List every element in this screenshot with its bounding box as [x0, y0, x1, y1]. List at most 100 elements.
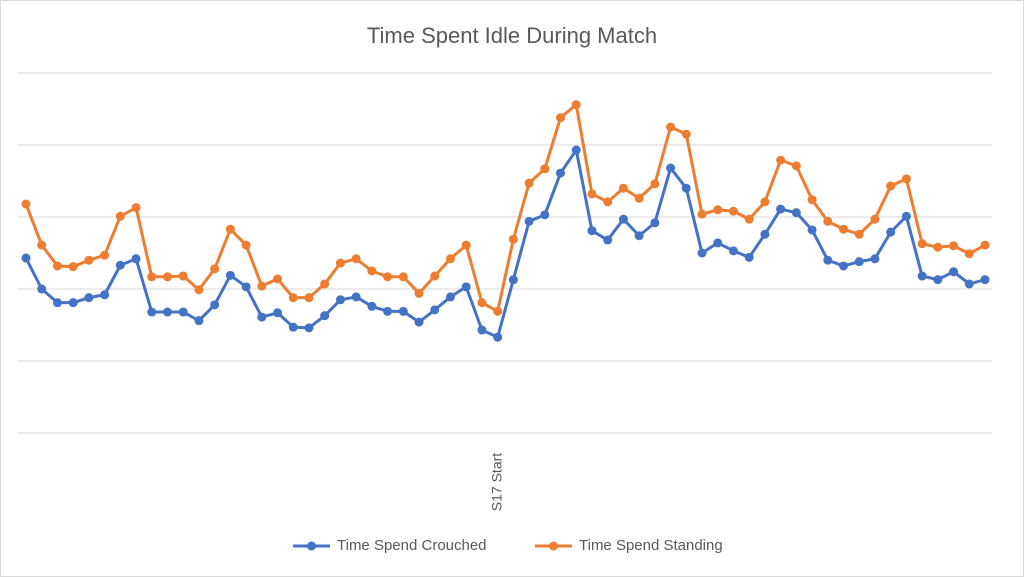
point [178, 307, 188, 317]
point [445, 254, 455, 264]
point [917, 271, 927, 281]
point [603, 235, 613, 245]
legend-marker [307, 541, 316, 551]
point [100, 290, 110, 300]
point [524, 216, 534, 226]
point [84, 293, 94, 303]
point [571, 100, 581, 110]
point [556, 168, 566, 178]
point [320, 279, 330, 289]
point [304, 323, 314, 333]
point [52, 261, 62, 271]
point [304, 293, 314, 303]
point [383, 272, 393, 282]
point [414, 288, 424, 298]
point [556, 113, 566, 123]
point [901, 174, 911, 184]
point [68, 298, 78, 308]
point [587, 189, 597, 199]
point [713, 238, 723, 248]
point [760, 229, 770, 239]
point [823, 216, 833, 226]
point [839, 224, 849, 234]
x-tick-label: S17 Start [488, 453, 504, 511]
point [430, 305, 440, 315]
point [398, 306, 408, 316]
point [728, 246, 738, 256]
point [964, 279, 974, 289]
point [681, 183, 691, 193]
point [335, 258, 345, 268]
point [241, 282, 251, 292]
point [37, 240, 47, 250]
point [791, 161, 801, 171]
point [398, 272, 408, 282]
point [21, 199, 31, 209]
point [100, 250, 110, 260]
point [461, 240, 471, 250]
point [933, 275, 943, 285]
point [225, 270, 235, 280]
point [697, 248, 707, 258]
point [367, 301, 377, 311]
point [603, 197, 613, 207]
point [666, 122, 676, 132]
point [807, 225, 817, 235]
point [933, 242, 943, 252]
point [964, 249, 974, 259]
point [681, 129, 691, 139]
point [807, 195, 817, 205]
chart-title: Time Spent Idle During Match [367, 23, 657, 48]
point [147, 307, 157, 317]
point [21, 253, 31, 263]
point [949, 241, 959, 251]
point [901, 211, 911, 221]
point [383, 306, 393, 316]
point [68, 262, 78, 272]
point [257, 281, 267, 291]
point [713, 205, 723, 215]
point [650, 218, 660, 228]
point [587, 226, 597, 236]
point [241, 240, 251, 250]
point [210, 264, 220, 274]
point [194, 316, 204, 326]
point [650, 179, 660, 189]
point [288, 322, 298, 332]
point [697, 209, 707, 219]
point [162, 307, 172, 317]
point [508, 234, 518, 244]
point [776, 155, 786, 165]
point [776, 204, 786, 214]
point [634, 231, 644, 241]
point [461, 282, 471, 292]
point [37, 284, 47, 294]
point [194, 285, 204, 295]
legend-label: Time Spend Standing [579, 537, 723, 554]
point [886, 181, 896, 191]
point [823, 255, 833, 265]
point [477, 298, 487, 308]
point [115, 260, 125, 270]
point [351, 254, 361, 264]
point [335, 295, 345, 305]
point [791, 208, 801, 218]
point [414, 317, 424, 327]
point [540, 164, 550, 174]
point [728, 206, 738, 216]
point [949, 267, 959, 277]
point [210, 300, 220, 310]
point [493, 306, 503, 316]
point [870, 214, 880, 224]
point [52, 298, 62, 308]
point [257, 312, 267, 322]
point [917, 239, 927, 249]
point [854, 257, 864, 267]
point [634, 193, 644, 203]
point [524, 178, 534, 188]
point [225, 224, 235, 234]
point [886, 227, 896, 237]
point [84, 255, 94, 265]
point [760, 197, 770, 207]
point [115, 211, 125, 221]
